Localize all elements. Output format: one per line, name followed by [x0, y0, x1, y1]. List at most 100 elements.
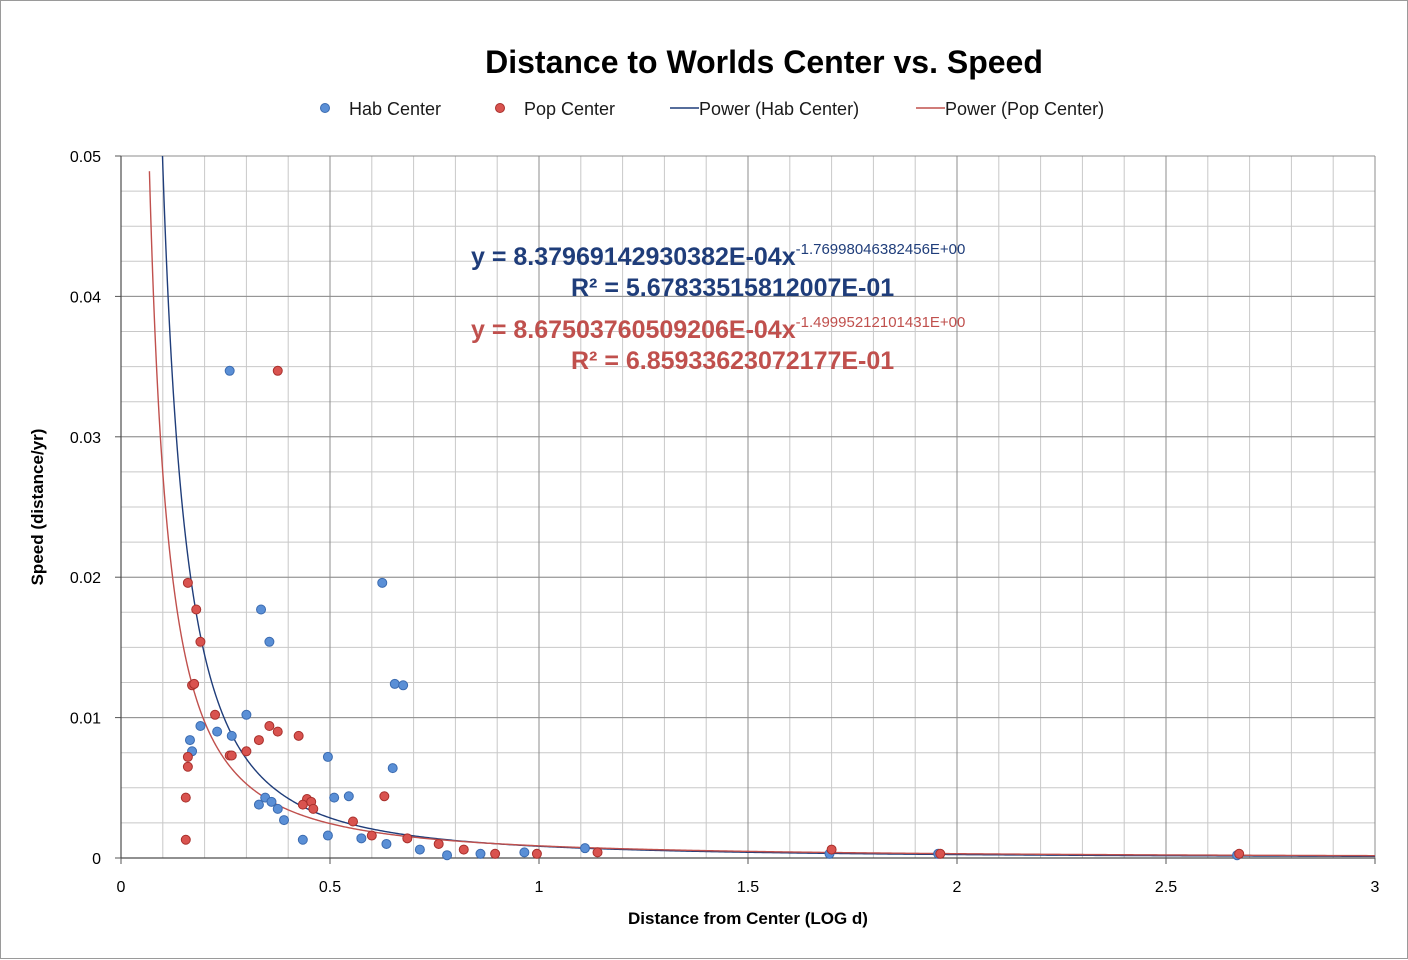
hab-center-point [329, 792, 340, 803]
x-tick-label: 1.5 [737, 879, 759, 896]
hab-center-point [184, 735, 195, 746]
hab-center-point [241, 709, 252, 720]
hab-center-point [226, 730, 237, 741]
hab-center-point [256, 604, 267, 615]
x-tick-label: 0.5 [319, 879, 341, 896]
pop-center-point [293, 730, 304, 741]
hab-equation-exponent: -1.76998046382456E+00 [796, 241, 966, 258]
pop-center-point [241, 746, 252, 757]
trendlines [148, 156, 1375, 858]
hab-center-point [264, 636, 275, 647]
pop-center-point [592, 847, 603, 858]
legend-hab-label: Hab Center [349, 99, 441, 119]
power-pop-trendline [148, 171, 1375, 857]
hab-center-point [519, 847, 530, 858]
hab-equation-annotation: y = 8.37969142930382E-04x-1.769980463824… [471, 241, 965, 302]
y-tick-label: 0 [92, 851, 101, 868]
hab-center-point [389, 678, 400, 689]
hab-center-point [414, 844, 425, 855]
y-tick-labels: 0 0.01 0.02 0.03 0.04 0.05 [70, 149, 101, 868]
pop-center-point [826, 844, 837, 855]
pop-center-point [379, 791, 390, 802]
pop-center-point [531, 848, 542, 859]
hab-r-squared: R² = 5.67833515812007E-01 [571, 274, 894, 302]
pop-r-squared: R² = 6.85933623072177E-01 [571, 347, 894, 375]
x-tick-label: 1 [535, 879, 544, 896]
hab-center-point [356, 833, 367, 844]
hab-center-point [195, 721, 206, 732]
legend-power-pop-label: Power (Pop Center) [945, 99, 1104, 119]
pop-center-point [272, 365, 283, 376]
y-tick-label: 0.01 [70, 711, 101, 728]
legend: Hab Center Pop Center Power (Hab Center)… [320, 99, 1104, 119]
pop-center-point [180, 834, 191, 845]
pop-center-point [308, 803, 319, 814]
hab-center-point [297, 834, 308, 845]
pop-equation-prefix: y = 8.67503760509206E-04x [471, 316, 796, 344]
pop-center-point [366, 830, 377, 841]
pop-center-point [191, 604, 202, 615]
y-tick-label: 0.05 [70, 149, 101, 166]
pop-center-point [297, 799, 308, 810]
pop-center-point [490, 848, 501, 859]
pop-center-point [433, 838, 444, 849]
pop-center-point [182, 751, 193, 762]
pop-equation: y = 8.67503760509206E-04x-1.499952121014… [471, 314, 965, 344]
hab-center-point [212, 726, 223, 737]
pop-center-point [180, 792, 191, 803]
x-tick-label: 0 [117, 879, 126, 896]
pop-center-point [210, 709, 221, 720]
hab-center-point [322, 751, 333, 762]
pop-center-point [264, 721, 275, 732]
x-tick-label: 2 [953, 879, 962, 896]
hab-center-point [398, 680, 409, 691]
hab-center-point [343, 791, 354, 802]
axes [120, 156, 1375, 859]
hab-equation-prefix: y = 8.37969142930382E-04x [471, 243, 796, 271]
pop-equation-annotation: y = 8.67503760509206E-04x-1.499952121014… [471, 314, 965, 375]
pop-center-points [180, 365, 1245, 859]
hab-center-point [381, 838, 392, 849]
x-tick-labels: 0 0.5 1 1.5 2 2.5 3 [117, 879, 1380, 896]
hab-center-point [442, 850, 453, 861]
hab-center-point [579, 843, 590, 854]
pop-center-point [402, 833, 413, 844]
x-tick-label: 2.5 [1155, 879, 1177, 896]
legend-pop-label: Pop Center [524, 99, 615, 119]
pop-center-point [182, 761, 193, 772]
y-tick-label: 0.03 [70, 430, 101, 447]
power-hab-trendline [161, 156, 1375, 858]
x-tick-label: 3 [1371, 879, 1380, 896]
pop-center-point [347, 816, 358, 827]
hab-center-point [266, 796, 277, 807]
hab-center-point [387, 763, 398, 774]
hab-center-point [253, 799, 264, 810]
hab-equation: y = 8.37969142930382E-04x-1.769980463824… [471, 241, 965, 271]
pop-center-point [189, 678, 200, 689]
hab-center-point [377, 577, 388, 588]
y-axis-label: Speed (distance/yr) [28, 429, 47, 586]
legend-pop-marker [495, 103, 505, 113]
pop-equation-exponent: -1.49995212101431E+00 [796, 314, 966, 331]
hab-center-points [184, 365, 1243, 861]
pop-center-point [182, 577, 193, 588]
pop-center-point [195, 636, 206, 647]
chart-title: Distance to Worlds Center vs. Speed [485, 44, 1043, 80]
hab-center-point [224, 365, 235, 376]
y-tick-label: 0.04 [70, 289, 101, 306]
pop-center-point [272, 726, 283, 737]
pop-center-point [1234, 848, 1245, 859]
pop-center-point [935, 848, 946, 859]
legend-power-hab-label: Power (Hab Center) [699, 99, 859, 119]
hab-center-point [475, 848, 486, 859]
legend-hab-marker [320, 103, 330, 113]
pop-center-point [458, 844, 469, 855]
x-axis-label: Distance from Center (LOG d) [628, 909, 868, 928]
pop-center-point [253, 735, 264, 746]
pop-center-point [226, 750, 237, 761]
hab-center-point [272, 803, 283, 814]
hab-center-point [322, 830, 333, 841]
hab-center-point [279, 815, 290, 826]
